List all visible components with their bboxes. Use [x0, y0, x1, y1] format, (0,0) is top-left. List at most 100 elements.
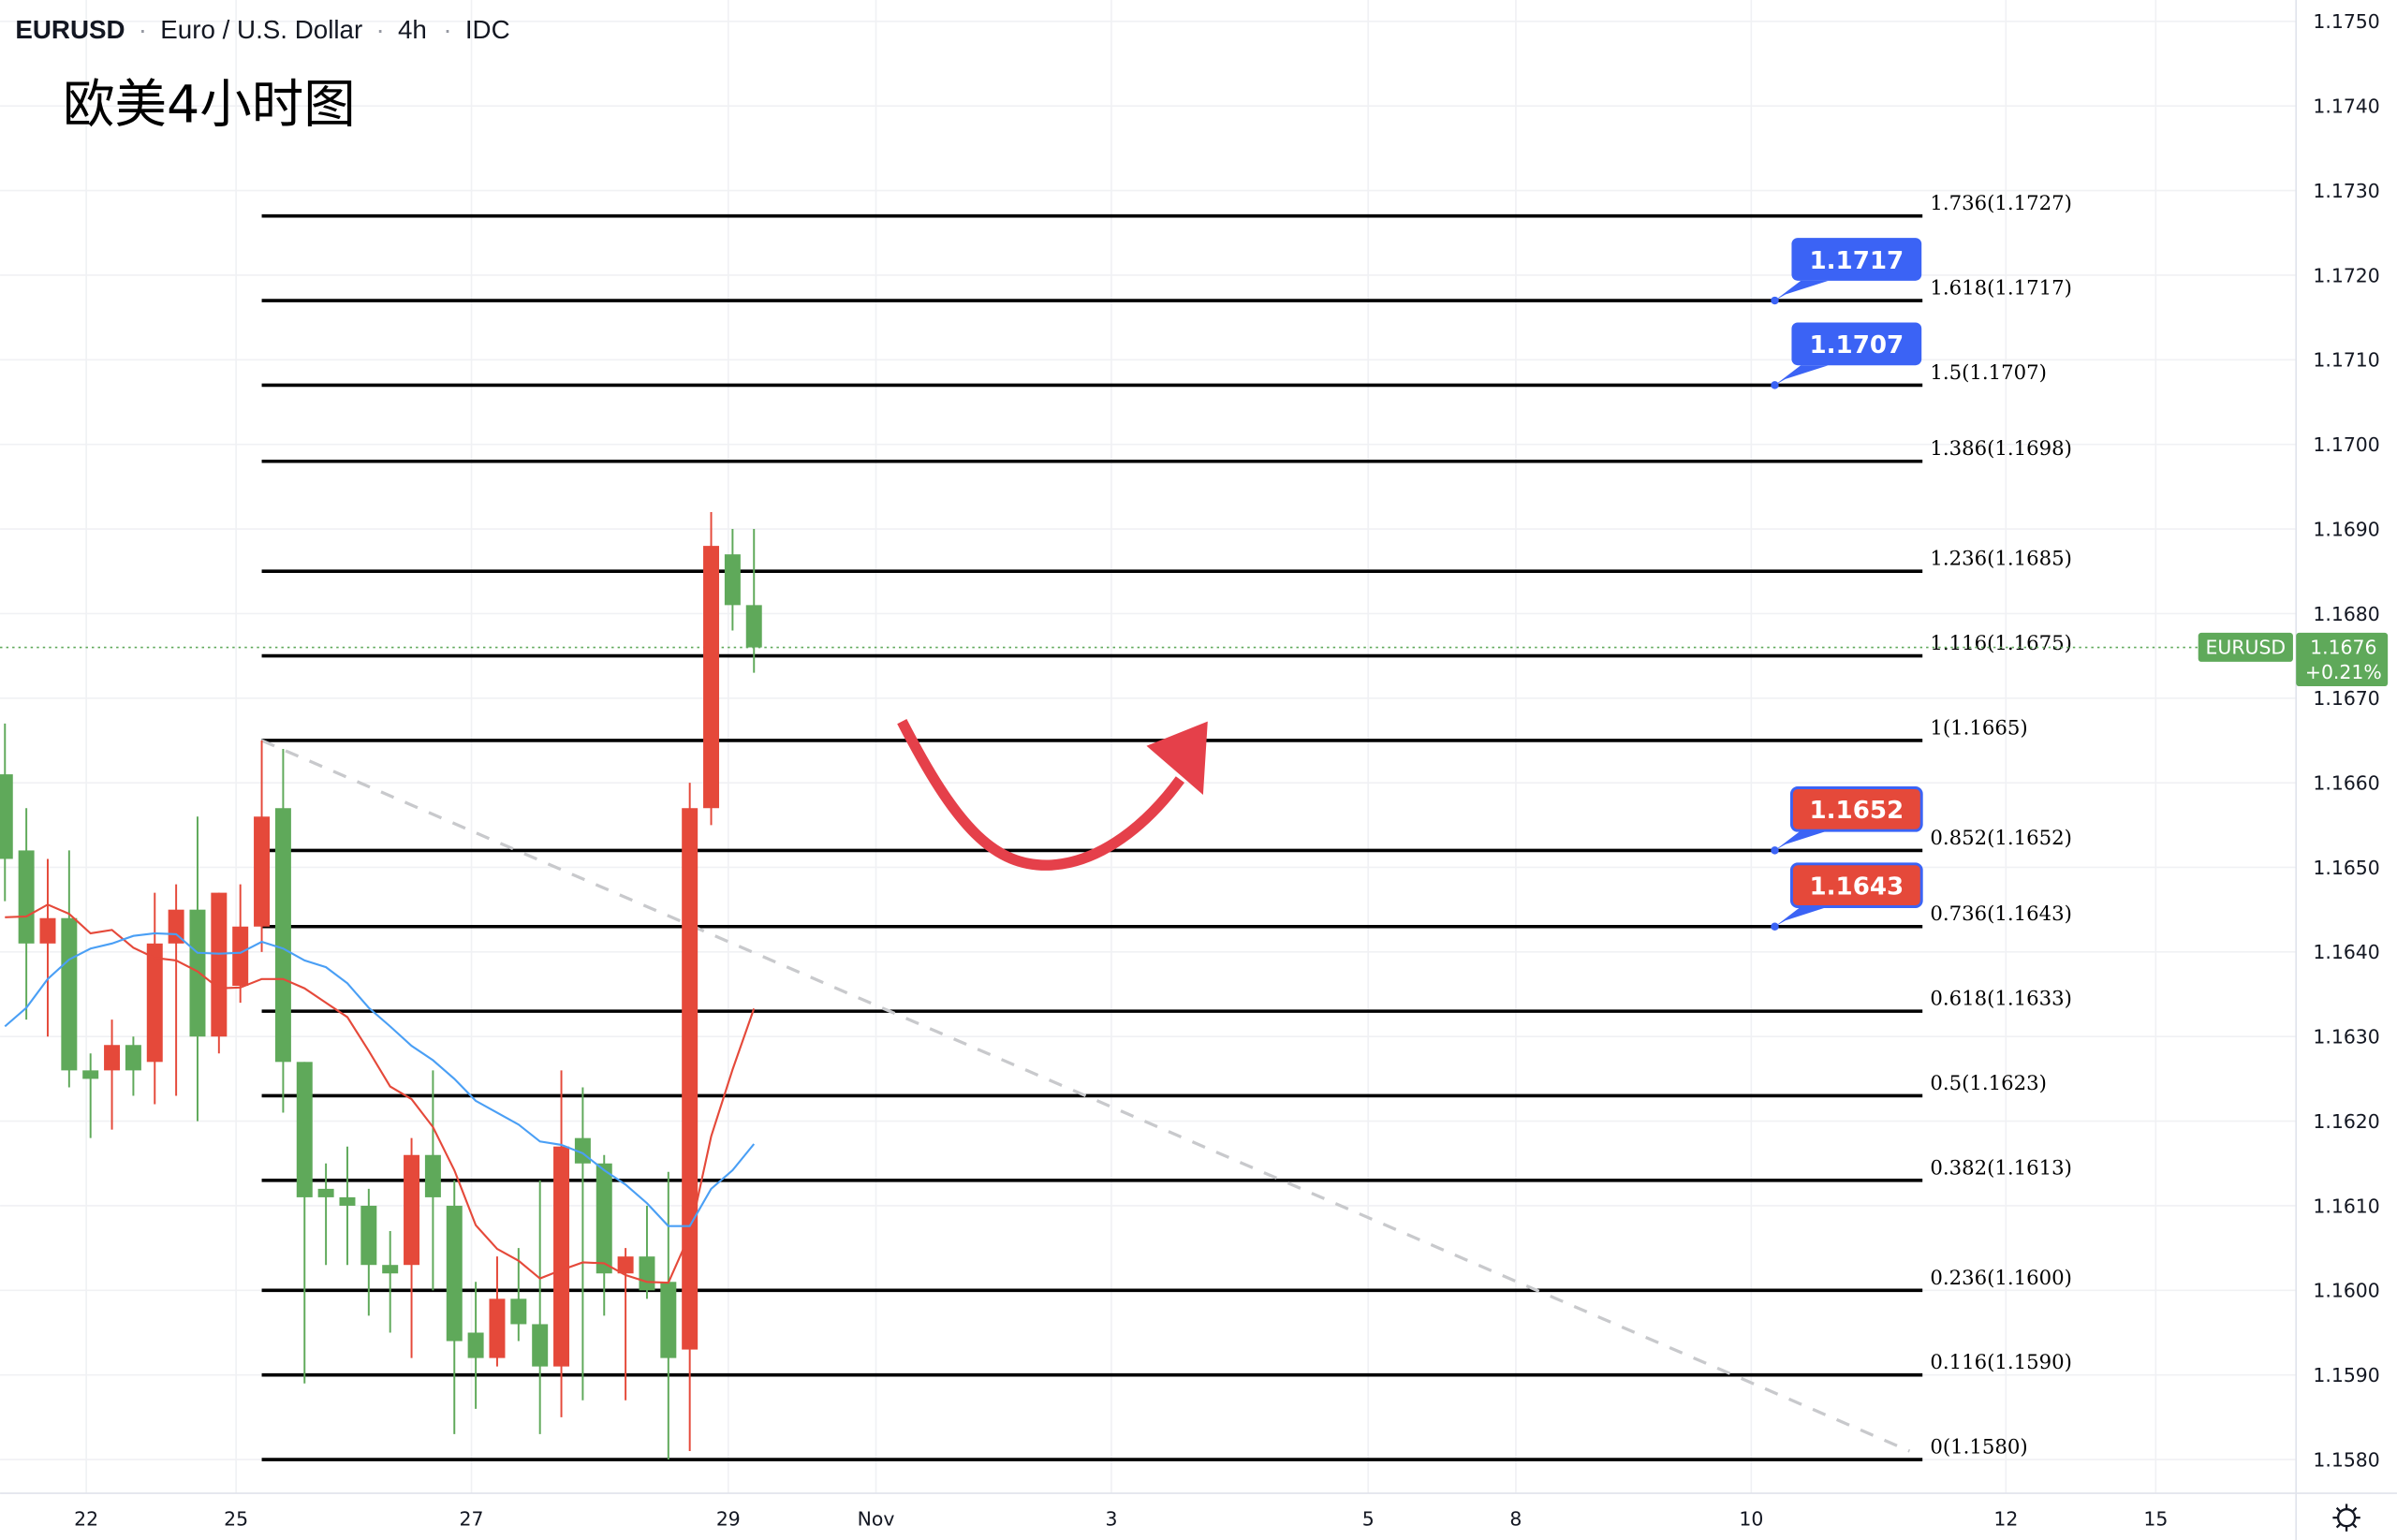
- candle-body: [232, 926, 249, 987]
- fib-level-label: 1.736(1.1727): [1930, 192, 2072, 215]
- candle: [317, 1163, 334, 1266]
- candle-body: [446, 1205, 463, 1342]
- callout-box: [1789, 862, 1923, 908]
- price-tag-value: 1.1676: [2310, 637, 2376, 659]
- fib-level-label: 0.736(1.1643): [1930, 902, 2072, 926]
- gear-icon[interactable]: [2332, 1503, 2360, 1532]
- fib-level-label: 1.5(1.1707): [1930, 361, 2047, 385]
- price-tick-label: 1.1750: [2313, 10, 2379, 33]
- price-tag-change: +0.21%: [2305, 661, 2382, 683]
- callout-text: 1.1652: [1809, 797, 1904, 825]
- candle: [232, 884, 249, 1004]
- candle-body: [682, 808, 699, 1350]
- fib-level-label: 1.618(1.1717): [1930, 277, 2072, 301]
- price-tick-label: 1.1640: [2313, 941, 2379, 963]
- candle: [61, 850, 78, 1088]
- callout-text: 1.1643: [1809, 873, 1904, 901]
- time-tick-label: 22: [74, 1507, 98, 1530]
- candle: [104, 1019, 121, 1130]
- candle: [553, 1070, 570, 1417]
- candle: [254, 740, 271, 952]
- price-callouts[interactable]: 1.1717 1.1707 1.1652 1.1643: [1771, 238, 1923, 931]
- candle: [724, 529, 741, 631]
- candle: [382, 1231, 399, 1333]
- interval[interactable]: 4h: [398, 15, 427, 44]
- price-tag: [2296, 632, 2389, 687]
- price-tick-label: 1.1620: [2313, 1110, 2379, 1133]
- candle-body: [0, 774, 13, 859]
- trendline[interactable]: [260, 739, 1911, 1453]
- price-tick-label: 1.1720: [2313, 264, 2379, 286]
- callout-text: 1.1707: [1809, 331, 1904, 359]
- candle: [146, 892, 163, 1105]
- last-price-tag: EURUSD 1.1676 +0.21%: [2198, 632, 2389, 687]
- price-tick-label: 1.1600: [2313, 1280, 2379, 1302]
- candle: [339, 1146, 356, 1266]
- candle-body: [639, 1256, 655, 1291]
- time-axis[interactable]: 22 25 27 29 Nov 3 5 8 10 12 15: [74, 1507, 2168, 1530]
- price-tick-label: 1.1650: [2313, 857, 2379, 879]
- price-tick-label: 1.1700: [2313, 433, 2379, 456]
- candle-body: [211, 892, 228, 1037]
- time-tick-label: 8: [1509, 1507, 1522, 1530]
- ma-slow-line: [4, 931, 756, 1227]
- fib-level-label: 0.5(1.1623): [1930, 1072, 2047, 1095]
- arrow-curve: [897, 718, 1185, 871]
- fib-level-label: 0.852(1.1652): [1930, 827, 2072, 850]
- price-callout-blue[interactable]: 1.1717: [1771, 238, 1922, 305]
- price-tick-label: 1.1710: [2313, 349, 2379, 372]
- candle: [510, 1248, 527, 1342]
- candle-body: [467, 1332, 484, 1358]
- price-tick-label: 1.1590: [2313, 1364, 2379, 1386]
- candle: [168, 884, 184, 1096]
- candle-body: [82, 1070, 99, 1079]
- candle-body: [724, 554, 741, 606]
- candle: [446, 1180, 463, 1434]
- price-callout-blue[interactable]: 1.1707: [1771, 322, 1922, 389]
- price-callout-red[interactable]: 1.1643: [1771, 862, 1923, 931]
- callout-anchor-point: [1771, 296, 1779, 305]
- price-tick-label: 1.1630: [2313, 1026, 2379, 1049]
- candle-body: [532, 1324, 549, 1367]
- fib-retracement[interactable]: 1.736(1.1727) 1.618(1.1717) 1.5(1.1707) 1.3…: [261, 192, 2072, 1461]
- candle-body: [104, 1045, 121, 1071]
- candle: [745, 529, 762, 673]
- callout-box: [1791, 238, 1922, 281]
- price-tick-label: 1.1740: [2313, 95, 2379, 118]
- candle-body: [296, 1062, 313, 1197]
- symbol-name[interactable]: EURUSD: [15, 15, 125, 44]
- candle-body: [39, 917, 56, 944]
- candle: [211, 892, 228, 1054]
- candle: [404, 1137, 420, 1358]
- price-tick-label: 1.1670: [2313, 687, 2379, 710]
- price-tick-label: 1.1680: [2313, 603, 2379, 625]
- price-tick-label: 1.1660: [2313, 771, 2379, 794]
- candle-body: [274, 808, 291, 1063]
- time-tick-label: 29: [716, 1507, 741, 1530]
- candle-body: [660, 1282, 677, 1358]
- fib-level-label: 0.618(1.1633): [1930, 988, 2072, 1011]
- candle-body: [339, 1196, 356, 1206]
- candle: [489, 1256, 506, 1367]
- candle-body: [146, 943, 163, 1063]
- candle: [424, 1070, 441, 1291]
- candle-body: [317, 1188, 334, 1197]
- data-source: IDC: [465, 15, 510, 44]
- candle-body: [553, 1146, 570, 1367]
- callout-pointer: [1774, 906, 1829, 927]
- candle: [467, 1282, 484, 1409]
- callout-text: 1.1717: [1809, 247, 1904, 275]
- candle: [189, 816, 206, 1122]
- time-tick-label: 5: [1362, 1507, 1375, 1530]
- time-tick-label: Nov: [858, 1507, 895, 1530]
- candle: [532, 1180, 549, 1434]
- time-tick-label: 10: [1739, 1507, 1763, 1530]
- fib-level-label: 0.236(1.1600): [1930, 1267, 2072, 1290]
- candle: [703, 511, 720, 826]
- price-axis[interactable]: 1.1750 1.1740 1.1730 1.1720 1.1710 1.1700 1.16…: [2313, 10, 2379, 1471]
- price-callout-red[interactable]: 1.1652: [1771, 786, 1923, 855]
- candle-body: [125, 1045, 141, 1071]
- candle: [596, 1154, 612, 1316]
- chart-header: EURUSD · Euro / U.S. Dollar · 4h · IDC: [15, 15, 509, 44]
